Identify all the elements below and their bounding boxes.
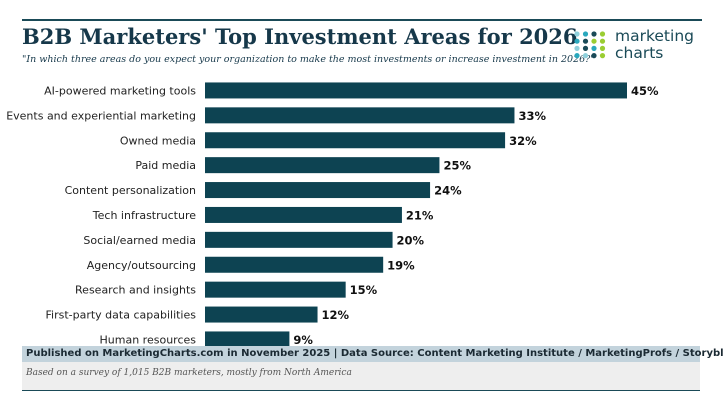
category-label: Owned media [120, 134, 196, 147]
bar [205, 157, 440, 174]
bar [205, 182, 431, 199]
value-label: 33% [518, 109, 546, 123]
bar [205, 256, 384, 273]
bar [205, 231, 393, 248]
bar [205, 107, 515, 124]
value-label: 20% [397, 233, 425, 247]
logo-dot [574, 45, 580, 51]
value-label: 19% [387, 258, 415, 272]
footer-source: Published on MarketingCharts.com in Nove… [22, 346, 723, 362]
value-label: 45% [631, 84, 659, 98]
category-label: Human resources [100, 333, 197, 346]
category-label: AI-powered marketing tools [44, 84, 196, 97]
bar [205, 281, 346, 298]
logo-dot [599, 31, 606, 37]
logo-dot [582, 45, 589, 51]
logo-dot [574, 53, 580, 59]
bottom-rule [22, 390, 700, 391]
value-label: 32% [509, 134, 537, 148]
value-label: 24% [434, 184, 462, 198]
chart-title: B2B Marketers' Top Investment Areas for … [22, 24, 578, 49]
category-label: Social/earned media [83, 234, 196, 247]
category-label: Content personalization [65, 184, 196, 197]
category-label: First-party data capabilities [46, 309, 197, 322]
value-label: 15% [350, 283, 378, 297]
value-label: 9% [293, 333, 313, 346]
value-label: 12% [322, 308, 350, 322]
bar [205, 306, 318, 323]
bar [205, 331, 290, 346]
value-label: 21% [406, 208, 434, 222]
category-label: Paid media [135, 159, 196, 172]
marketingcharts-logo[interactable]: marketing charts [573, 26, 703, 66]
bar [205, 132, 506, 149]
logo-dot [574, 31, 580, 37]
logo-line1: marketing [615, 27, 694, 45]
logo-dot [599, 53, 606, 59]
logo-wordmark: marketing charts [615, 28, 694, 62]
category-label: Agency/outsourcing [87, 259, 196, 272]
bar [205, 206, 402, 223]
logo-dot [599, 45, 606, 51]
logo-dot [574, 38, 580, 44]
logo-dot [591, 38, 597, 44]
logo-dot [582, 31, 589, 37]
logo-dot [591, 53, 597, 59]
category-label: Tech infrastructure [92, 209, 196, 222]
top-rule [22, 19, 702, 21]
logo-line2: charts [615, 44, 664, 62]
footer-note: Based on a survey of 1,015 B2B marketers… [22, 362, 700, 390]
logo-dot [591, 45, 597, 51]
bar [205, 82, 627, 99]
value-label: 25% [443, 159, 471, 173]
chart-subtitle: "In which three areas do you expect your… [22, 54, 595, 65]
logo-dot [599, 38, 606, 44]
logo-dot [591, 31, 597, 37]
category-label: Events and experiential marketing [6, 109, 196, 122]
logo-dot [582, 53, 589, 59]
logo-dots-icon [574, 31, 606, 59]
bar-chart: AI-powered marketing tools 45% Events and … [6, 82, 659, 346]
category-label: Research and insights [75, 284, 196, 297]
logo-dot [582, 38, 589, 44]
